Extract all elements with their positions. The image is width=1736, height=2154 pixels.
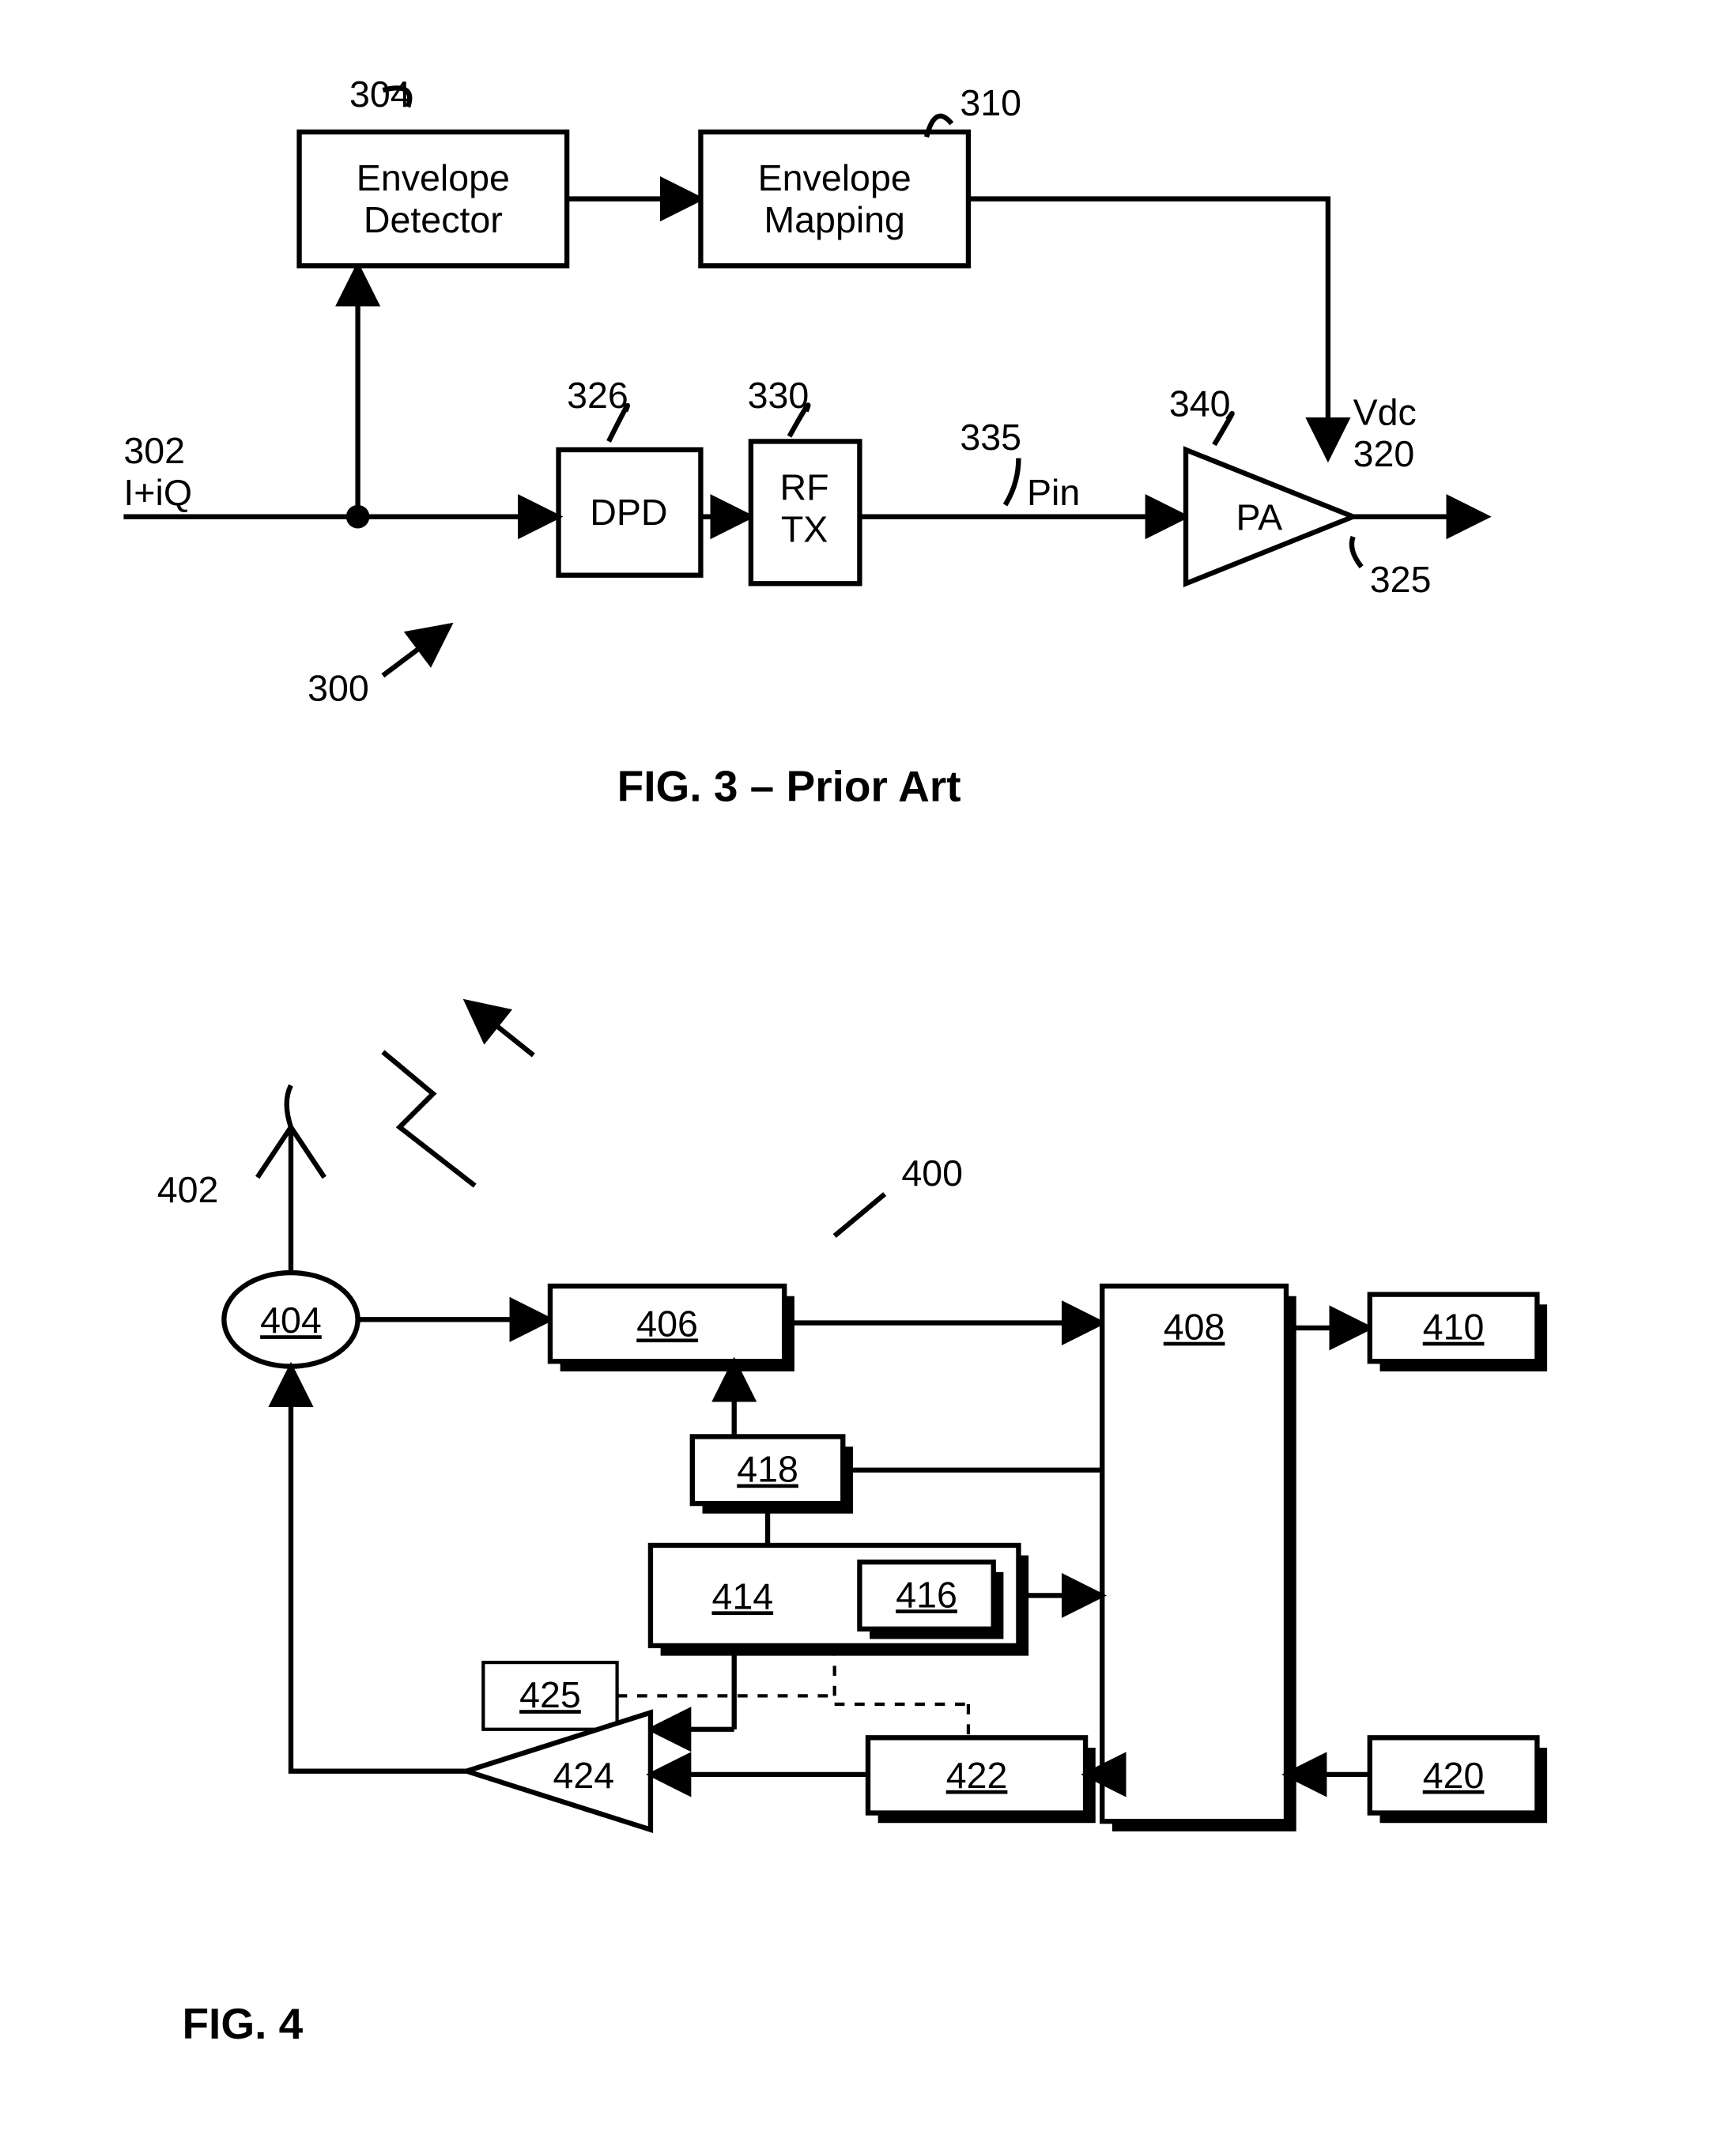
pa-text: PA <box>1236 497 1283 538</box>
envmap-l2: Mapping <box>764 199 905 240</box>
rftx-l2: TX <box>781 508 828 549</box>
n416-ref: 416 <box>896 1574 957 1615</box>
vdc-label: Vdc <box>1353 391 1417 432</box>
input-label: I+iQ <box>123 472 192 513</box>
pa-ref: 340 <box>1169 383 1231 424</box>
out-ref: 325 <box>1370 559 1432 600</box>
w-424-404 <box>291 1367 466 1771</box>
ant-ref: 402 <box>157 1169 219 1210</box>
fig3-title: FIG. 3 – Prior Art <box>617 761 961 810</box>
pin-ref: 335 <box>960 417 1021 458</box>
n422-ref: 422 <box>946 1755 1008 1796</box>
radiate-bolt <box>383 1052 474 1186</box>
envmap-ref: 310 <box>960 82 1021 123</box>
fig3: I+iQ 302 Envelope Detector 304 Envelope … <box>123 74 1487 810</box>
envdet-ref: 304 <box>349 74 411 115</box>
fig3-ref: 300 <box>308 667 369 708</box>
fig3-ref-arrow <box>383 625 450 675</box>
rftx-ref: 330 <box>748 375 810 416</box>
n414-ref: 414 <box>711 1575 773 1616</box>
fig4: 402 400 404 406 408 410 418 <box>157 1002 1547 2048</box>
dpd-ref: 326 <box>567 375 628 416</box>
out-leader <box>1352 537 1361 567</box>
n418-ref: 418 <box>737 1449 798 1490</box>
n406-ref: 406 <box>636 1303 698 1344</box>
rftx-l1: RF <box>780 466 829 507</box>
fig4-title: FIG. 4 <box>182 1999 303 2048</box>
n404-ref: 404 <box>260 1300 322 1341</box>
pin-leader <box>1006 458 1019 505</box>
envdet-l1: Envelope <box>357 157 510 198</box>
pin-label: Pin <box>1027 472 1080 513</box>
n408-box <box>1102 1286 1286 1821</box>
n420-ref: 420 <box>1423 1755 1485 1796</box>
envmap-l1: Envelope <box>758 157 911 198</box>
n424-ref: 424 <box>553 1755 614 1796</box>
envmap-to-pa-wire <box>968 199 1328 458</box>
n425-ref: 425 <box>519 1674 581 1715</box>
dpd-text: DPD <box>590 492 667 533</box>
input-ref: 302 <box>123 430 185 471</box>
vdc-ref: 320 <box>1353 433 1415 474</box>
diagram-canvas: I+iQ 302 Envelope Detector 304 Envelope … <box>32 32 1704 2122</box>
n408-ref: 408 <box>1164 1307 1225 1348</box>
envdet-l2: Detector <box>364 199 503 240</box>
fig4-ref: 400 <box>901 1152 963 1194</box>
fig4-ref-leader <box>835 1194 885 1236</box>
radiate-arrow-out <box>466 1002 534 1055</box>
n410-ref: 410 <box>1423 1307 1485 1348</box>
